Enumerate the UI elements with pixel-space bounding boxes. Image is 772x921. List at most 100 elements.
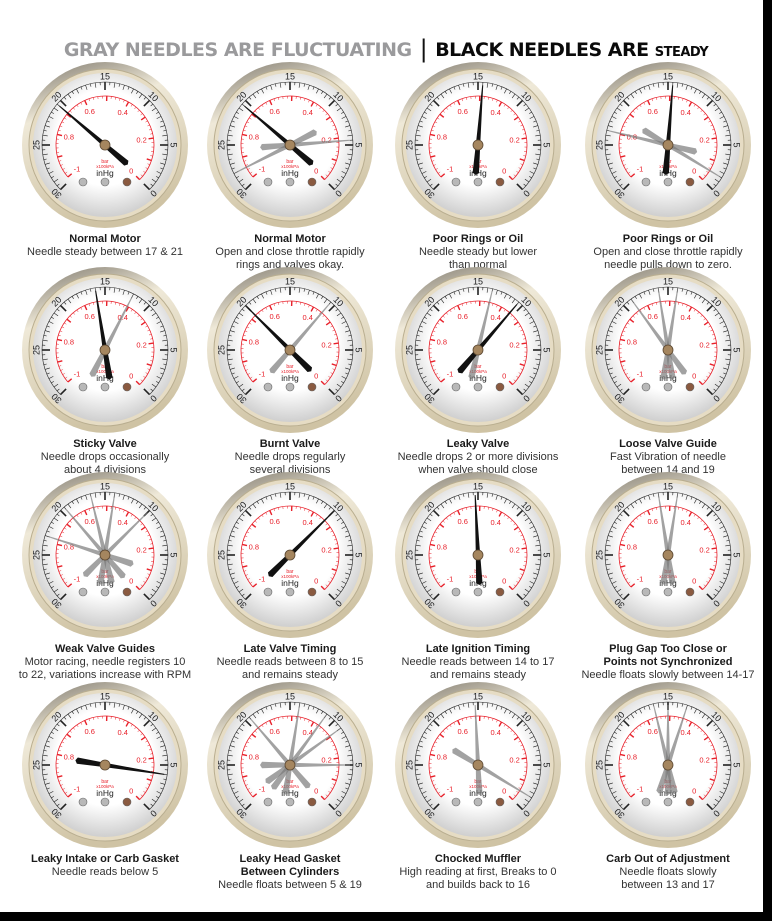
red-scale-tick	[61, 121, 65, 124]
red-scale-label: 0.6	[84, 727, 94, 736]
scale-label: 15	[285, 482, 295, 492]
red-scale-tick	[508, 380, 514, 386]
gauge-title: Weak Valve Guides	[54, 643, 156, 655]
inhg-unit-label: inHg	[659, 373, 677, 383]
scale-tick	[231, 120, 235, 123]
scale-tick	[348, 158, 352, 160]
scale-tick	[143, 304, 151, 312]
vacuum-gauge: 302520151050-10.80.60.40.20barx100kPainH…	[22, 472, 188, 638]
red-scale-tick	[135, 795, 141, 801]
gauge-description: needle pulls down to zero.	[604, 259, 732, 271]
red-scale-tick	[621, 749, 624, 752]
scale-tick	[42, 563, 48, 566]
red-scale-tick	[433, 164, 436, 166]
red-scale-tick	[621, 780, 625, 782]
red-scale-tick	[503, 104, 506, 107]
scale-tick	[699, 711, 702, 714]
red-scale-tick	[69, 110, 72, 113]
scale-label: 25	[217, 760, 227, 770]
scale-tick	[723, 535, 729, 538]
red-scale-tick	[622, 745, 626, 748]
scale-label: 10	[146, 294, 160, 308]
red-scale-tick	[330, 120, 333, 123]
scale-tick	[151, 727, 157, 732]
red-scale-tick	[137, 314, 140, 318]
red-scale-label: 0.8	[249, 753, 259, 762]
scale-tick	[723, 745, 729, 748]
scale-tick	[622, 593, 630, 601]
scale-tick	[504, 88, 507, 94]
fluctuating-needle	[260, 761, 350, 769]
red-scale-tick	[140, 113, 143, 116]
red-scale-tick	[630, 583, 636, 588]
scale-tick	[256, 91, 259, 94]
scale-tick	[616, 383, 622, 388]
red-scale-label: 0.2	[321, 545, 331, 554]
gauge-description: Fast Vibration of needle	[610, 451, 726, 463]
red-scale-tick	[252, 583, 258, 588]
scale-tick	[59, 304, 67, 312]
needle-hub	[662, 549, 674, 561]
red-scale-tick	[251, 733, 257, 738]
red-scale-tick	[332, 163, 335, 165]
red-scale-tick	[300, 302, 302, 305]
red-scale-tick	[278, 507, 280, 510]
red-scale-tick	[519, 363, 525, 367]
bar-unit-label: bar	[286, 779, 294, 785]
scale-tick	[606, 158, 610, 160]
scale-tick	[622, 99, 630, 107]
scale-tick	[504, 293, 507, 299]
scale-tick	[162, 153, 168, 156]
scale-tick	[533, 162, 539, 165]
scale-tick	[63, 506, 67, 510]
scale-tick	[229, 572, 235, 575]
scale-tick	[440, 713, 445, 719]
gauge-description: Needle drops regularly	[234, 451, 346, 463]
scale-tick	[336, 517, 342, 522]
gauge-title: Leaky Intake or Carb Gasket	[31, 853, 179, 865]
red-scale-tick	[88, 718, 90, 722]
scale-tick	[429, 308, 433, 312]
scale-tick	[536, 540, 540, 542]
scale-tick	[619, 103, 623, 107]
scale-tick	[614, 796, 617, 799]
scale-tick	[719, 111, 722, 114]
red-scale-tick	[686, 719, 688, 723]
red-scale-tick	[703, 794, 706, 797]
red-scale-tick	[84, 720, 88, 726]
scale-tick	[51, 521, 54, 524]
scale-tick	[725, 153, 731, 156]
scale-tick	[341, 521, 344, 524]
scale-tick	[533, 325, 537, 328]
scale-tick	[500, 706, 503, 710]
screw-icon	[473, 382, 483, 392]
scale-tick	[303, 288, 305, 292]
screw-icon	[663, 177, 673, 187]
red-scale-tick	[67, 378, 73, 383]
scale-tick	[156, 736, 162, 739]
scale-tick	[236, 731, 239, 734]
scale-tick	[681, 493, 683, 497]
scale-tick	[419, 577, 423, 580]
scale-tick	[85, 84, 88, 90]
red-scale-tick	[258, 517, 261, 520]
scale-tick	[156, 116, 162, 119]
scale-tick	[136, 501, 139, 504]
red-scale-tick	[442, 520, 445, 523]
scale-tick	[706, 96, 710, 100]
red-scale-tick	[315, 104, 318, 107]
scale-tick	[336, 798, 342, 803]
scale-tick	[328, 183, 336, 191]
red-scale-tick	[247, 373, 250, 375]
scale-tick	[46, 530, 50, 533]
red-scale-label: -1	[637, 165, 644, 174]
red-scale-tick	[708, 740, 711, 743]
scale-tick	[726, 750, 730, 752]
gauge-description: Needle reads between 14 to 17	[401, 656, 555, 668]
scale-tick	[76, 498, 79, 504]
red-scale-tick	[241, 543, 248, 547]
scale-tick	[345, 530, 349, 533]
scale-tick	[690, 706, 693, 710]
red-scale-tick	[713, 360, 716, 362]
scale-tick	[229, 745, 235, 748]
